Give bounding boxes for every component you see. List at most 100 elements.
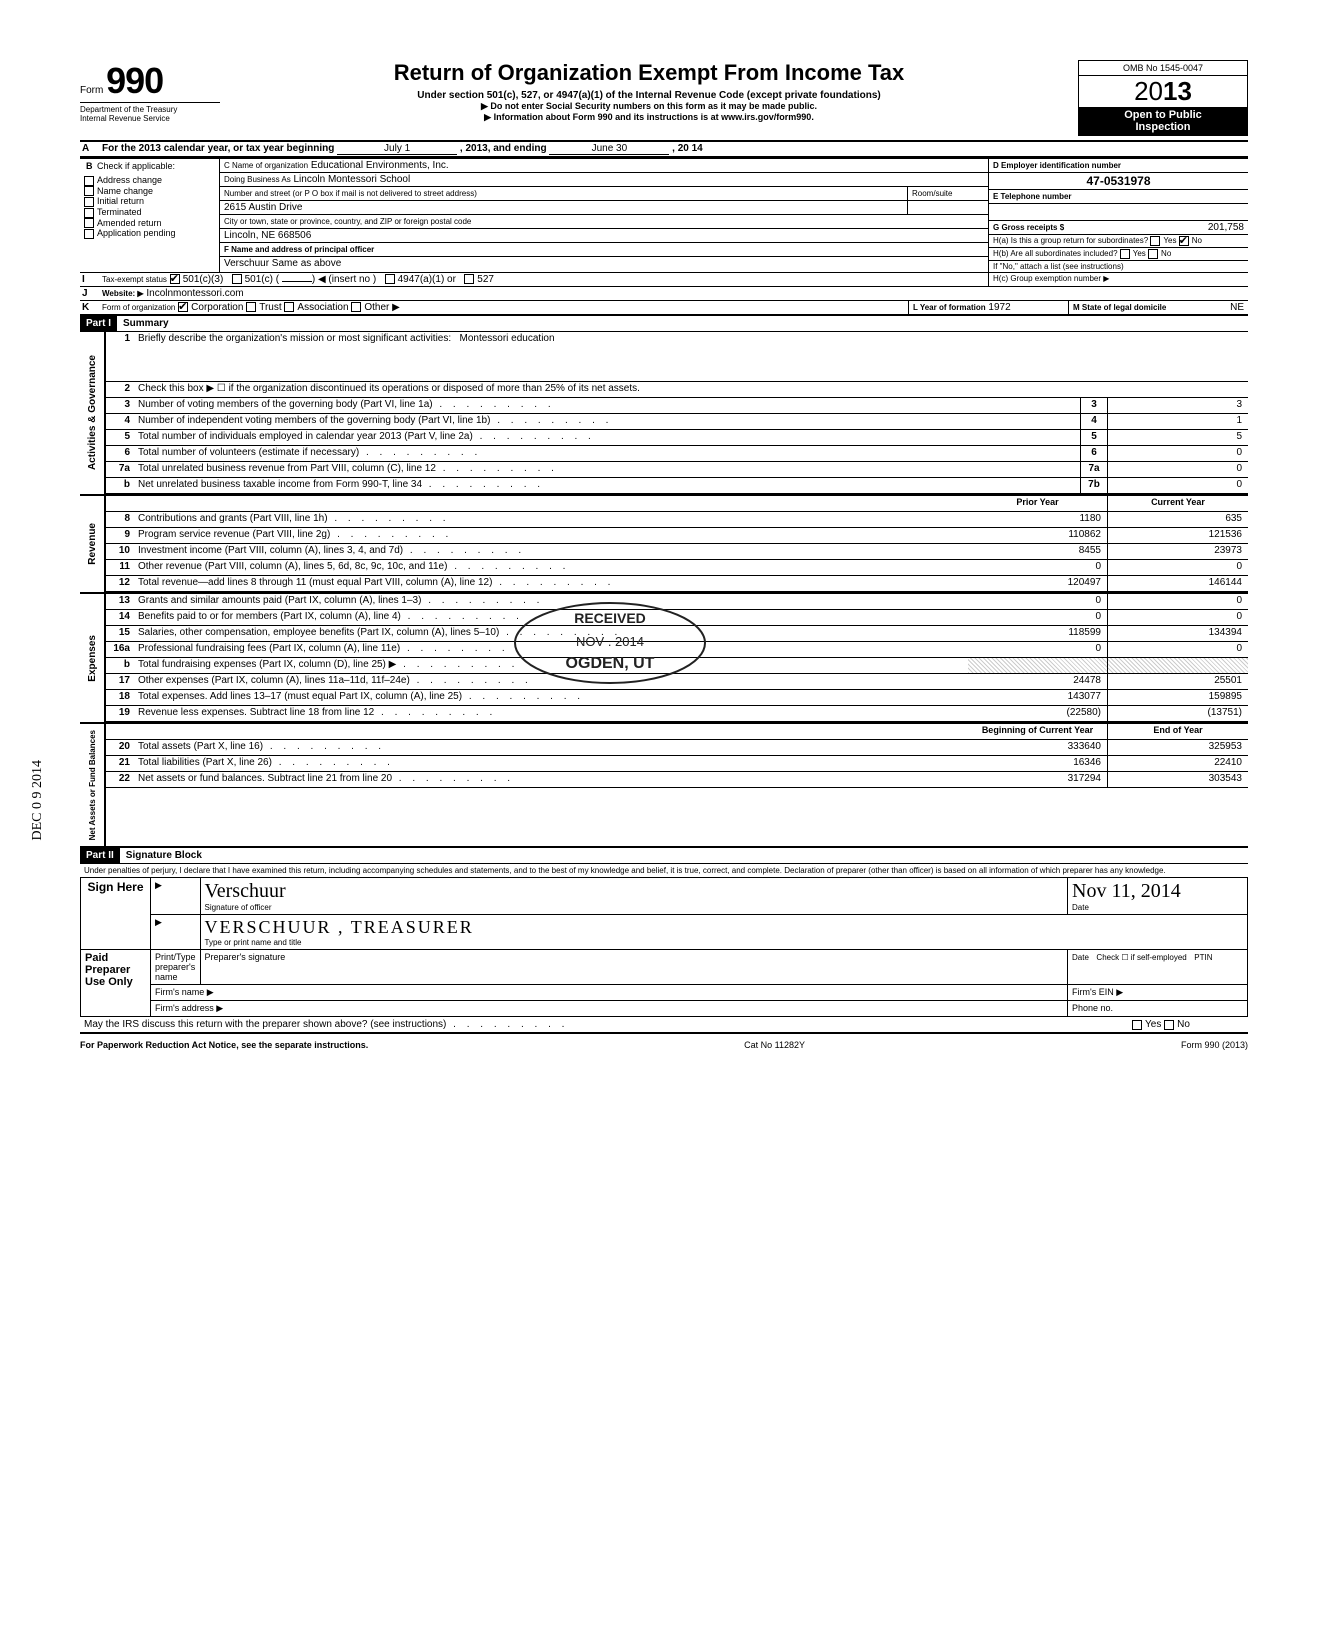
prior-b[interactable] bbox=[968, 658, 1108, 673]
prior-21[interactable]: 16346 bbox=[968, 756, 1108, 771]
chk-corp[interactable] bbox=[178, 302, 188, 312]
dept-block: Department of the Treasury Internal Reve… bbox=[80, 102, 220, 123]
part2-hdr: Part II bbox=[80, 848, 120, 863]
curr-18[interactable]: 159895 bbox=[1108, 690, 1248, 705]
pp-date-label: Date bbox=[1072, 953, 1089, 962]
ty-begin[interactable]: July 1 bbox=[337, 143, 457, 155]
chk-assoc[interactable] bbox=[284, 302, 294, 312]
svg-text:NOV . 2014: NOV . 2014 bbox=[576, 634, 644, 649]
mission-text[interactable]: Montessori education bbox=[460, 333, 555, 344]
prior-13[interactable]: 0 bbox=[968, 594, 1108, 609]
curr-b[interactable] bbox=[1108, 658, 1248, 673]
gov-val-5[interactable]: 5 bbox=[1108, 430, 1248, 445]
prior-22[interactable]: 317294 bbox=[968, 772, 1108, 787]
year-formation[interactable]: 1972 bbox=[988, 302, 1010, 313]
chk-527[interactable] bbox=[464, 274, 474, 284]
footer-mid: Cat No 11282Y bbox=[744, 1040, 805, 1050]
chk-other[interactable] bbox=[351, 302, 361, 312]
prior-17[interactable]: 24478 bbox=[968, 674, 1108, 689]
ptin-label: PTIN bbox=[1194, 953, 1212, 962]
prior-9[interactable]: 110862 bbox=[968, 528, 1108, 543]
prior-10[interactable]: 8455 bbox=[968, 544, 1108, 559]
form-label: Form bbox=[80, 85, 103, 96]
prior-8[interactable]: 1180 bbox=[968, 512, 1108, 527]
chk-name-change[interactable] bbox=[84, 186, 94, 196]
chk-amended[interactable] bbox=[84, 218, 94, 228]
side-revenue: Revenue bbox=[85, 517, 100, 571]
ty-end[interactable]: June 30 bbox=[549, 143, 669, 155]
gov-val-6[interactable]: 0 bbox=[1108, 446, 1248, 461]
sign-here-label: Sign Here bbox=[81, 878, 151, 950]
col-current: Current Year bbox=[1108, 496, 1248, 511]
gov-val-3[interactable]: 3 bbox=[1108, 398, 1248, 413]
curr-14[interactable]: 0 bbox=[1108, 610, 1248, 625]
gov-val-4[interactable]: 1 bbox=[1108, 414, 1248, 429]
gov-val-7b[interactable]: 0 bbox=[1108, 478, 1248, 493]
curr-11[interactable]: 0 bbox=[1108, 560, 1248, 575]
officer-name-title[interactable]: VERSCHUUR , TREASURER bbox=[205, 917, 1243, 938]
curr-13[interactable]: 0 bbox=[1108, 594, 1248, 609]
state-domicile[interactable]: NE bbox=[1230, 302, 1244, 313]
curr-19[interactable]: (13751) bbox=[1108, 706, 1248, 721]
pp-selfemp[interactable]: Check ☐ if self-employed bbox=[1096, 953, 1186, 962]
city-value[interactable]: Lincoln, NE 668506 bbox=[224, 230, 311, 241]
chk-501c[interactable] bbox=[232, 274, 242, 284]
k-trust: Trust bbox=[259, 302, 281, 313]
prior-15[interactable]: 118599 bbox=[968, 626, 1108, 641]
omb-box: OMB No 1545-0047 2013 Open to Public Ins… bbox=[1078, 60, 1248, 136]
pp-name-label: Print/Type preparer's name bbox=[151, 950, 201, 985]
hb-no[interactable] bbox=[1148, 249, 1158, 259]
prior-11[interactable]: 0 bbox=[968, 560, 1108, 575]
phone-value[interactable] bbox=[989, 204, 1248, 220]
curr-15[interactable]: 134394 bbox=[1108, 626, 1248, 641]
chk-app-pending[interactable] bbox=[84, 229, 94, 239]
discuss-yes[interactable] bbox=[1132, 1020, 1142, 1030]
curr-10[interactable]: 23973 bbox=[1108, 544, 1248, 559]
line-a: A For the 2013 calendar year, or tax yea… bbox=[80, 142, 1248, 157]
ha-no[interactable] bbox=[1179, 236, 1189, 246]
street-value[interactable]: 2615 Austin Drive bbox=[224, 202, 302, 213]
firm-addr-label: Firm's address ▶ bbox=[151, 1001, 1068, 1017]
prior-18[interactable]: 143077 bbox=[968, 690, 1108, 705]
curr-20[interactable]: 325953 bbox=[1108, 740, 1248, 755]
discuss-no[interactable] bbox=[1164, 1020, 1174, 1030]
f-name[interactable]: Verschuur Same as above bbox=[224, 258, 341, 269]
ein-value[interactable]: 47-0531978 bbox=[989, 173, 1248, 189]
prior-19[interactable]: (22580) bbox=[968, 706, 1108, 721]
chk-address-change[interactable] bbox=[84, 176, 94, 186]
part1-title: Summary bbox=[117, 316, 175, 331]
discuss-yes-lbl: Yes bbox=[1145, 1019, 1161, 1030]
prior-16a[interactable]: 0 bbox=[968, 642, 1108, 657]
curr-22[interactable]: 303543 bbox=[1108, 772, 1248, 787]
prior-20[interactable]: 333640 bbox=[968, 740, 1108, 755]
curr-17[interactable]: 25501 bbox=[1108, 674, 1248, 689]
prior-14[interactable]: 0 bbox=[968, 610, 1108, 625]
chk-501c3[interactable] bbox=[170, 274, 180, 284]
dba-value[interactable]: Lincoln Montessori School bbox=[293, 174, 410, 185]
officer-signature[interactable]: Verschuur bbox=[205, 880, 1063, 903]
curr-8[interactable]: 635 bbox=[1108, 512, 1248, 527]
hb-yes-lbl: Yes bbox=[1133, 249, 1146, 258]
curr-16a[interactable]: 0 bbox=[1108, 642, 1248, 657]
ha-no-lbl: No bbox=[1192, 236, 1202, 245]
chk-terminated[interactable] bbox=[84, 208, 94, 218]
website[interactable]: Incolnmontessori.com bbox=[146, 288, 243, 299]
b-name-change: Name change bbox=[97, 186, 153, 196]
chk-trust[interactable] bbox=[246, 302, 256, 312]
gov-val-7a[interactable]: 0 bbox=[1108, 462, 1248, 477]
hb-yes[interactable] bbox=[1120, 249, 1130, 259]
curr-9[interactable]: 121536 bbox=[1108, 528, 1248, 543]
prior-12[interactable]: 120497 bbox=[968, 576, 1108, 591]
org-name[interactable]: Educational Environments, Inc. bbox=[311, 160, 449, 171]
curr-12[interactable]: 146144 bbox=[1108, 576, 1248, 591]
sig-date[interactable]: Nov 11, 2014 bbox=[1072, 880, 1243, 903]
gross-receipts[interactable]: 201,758 bbox=[1208, 222, 1244, 233]
form-number: 990 bbox=[106, 60, 163, 101]
chk-4947[interactable] bbox=[385, 274, 395, 284]
q2-label: Check this box ▶ ☐ if the organization d… bbox=[134, 382, 1248, 397]
line-a-label: For the 2013 calendar year, or tax year … bbox=[102, 143, 334, 154]
ha-yes[interactable] bbox=[1150, 236, 1160, 246]
curr-21[interactable]: 22410 bbox=[1108, 756, 1248, 771]
chk-initial-return[interactable] bbox=[84, 197, 94, 207]
501c-insert[interactable] bbox=[282, 281, 312, 282]
